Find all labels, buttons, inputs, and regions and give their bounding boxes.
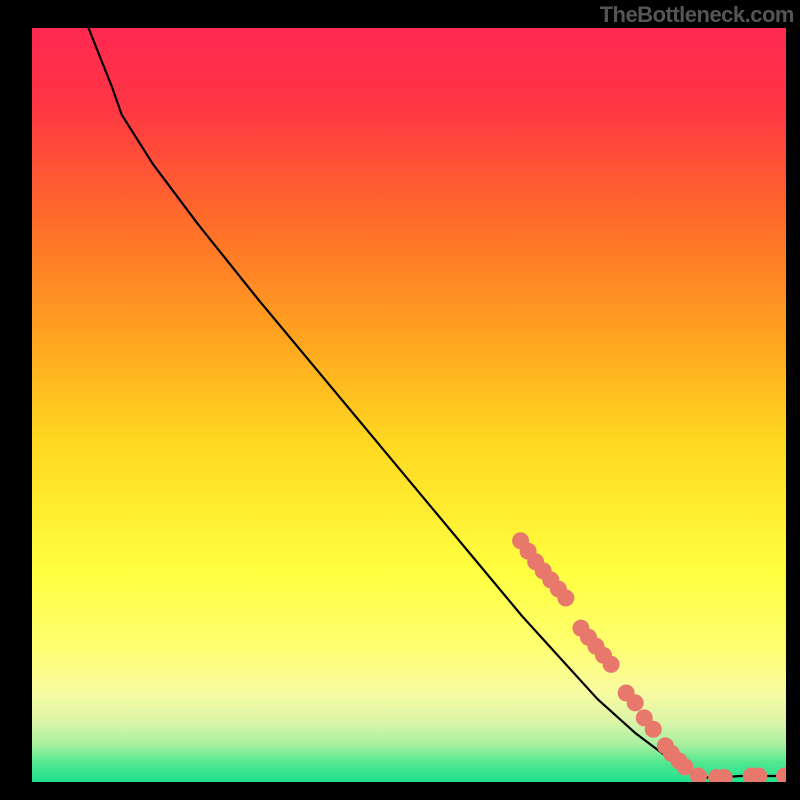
chart-canvas: TheBottleneck.com — [0, 0, 800, 800]
curve-line — [89, 28, 786, 777]
data-marker — [645, 721, 662, 738]
chart-overlay — [32, 28, 786, 782]
data-marker — [776, 767, 786, 782]
data-marker — [627, 694, 644, 711]
plot-area — [32, 28, 786, 782]
attribution-text: TheBottleneck.com — [600, 2, 794, 28]
data-marker — [603, 656, 620, 673]
data-marker — [557, 590, 574, 607]
